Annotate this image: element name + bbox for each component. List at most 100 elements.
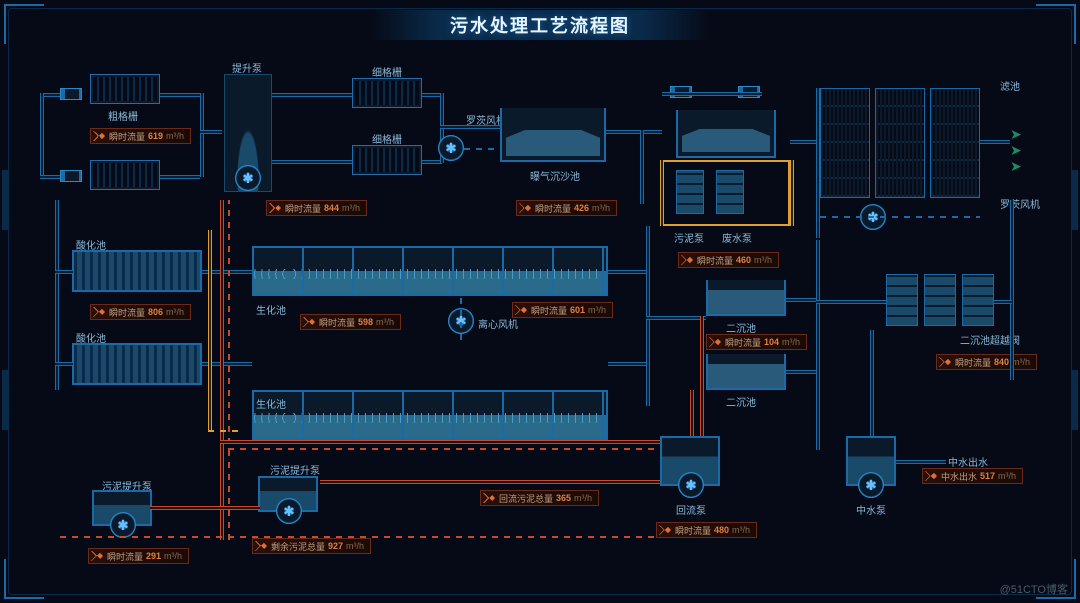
flow-label: 瞬时流量: [725, 336, 761, 349]
fine-screen-label: 细格栅: [372, 64, 402, 79]
bypass-module-2: [924, 274, 956, 326]
flow-badge-f8: 瞬时流量 104 m³/h: [706, 334, 807, 350]
flow-unit: m³/h: [166, 307, 184, 317]
watermark: @51CTO博客: [1000, 581, 1068, 597]
return-pump-label: 回流泵: [676, 502, 706, 517]
reclaimed-outlet-label: 中水出水: [948, 454, 988, 469]
flow-label: 中水出水: [941, 470, 977, 483]
flow-unit: m³/h: [782, 337, 800, 347]
flow-unit: m³/h: [1012, 357, 1030, 367]
flow-badge-f9: 瞬时流量 840 m³/h: [936, 354, 1037, 370]
fine-screen-label-2: 细格栅: [372, 131, 402, 146]
fan-icon: [276, 498, 302, 524]
flow-value: 426: [574, 203, 589, 213]
flow-label: 剩余污泥总量: [271, 540, 325, 553]
flow-label: 瞬时流量: [109, 130, 145, 143]
flow-label: 瞬时流量: [109, 306, 145, 319]
coarse-screen: [90, 74, 160, 104]
flow-value: 927: [328, 541, 343, 551]
flow-value: 598: [358, 317, 373, 327]
fan-icon: [110, 512, 136, 538]
fine-screen-2: [352, 145, 422, 175]
flow-unit: m³/h: [754, 255, 772, 265]
flow-unit: m³/h: [166, 131, 184, 141]
sludge-pump-label: 污泥泵: [674, 230, 704, 245]
roots-blower-fan-icon: [438, 135, 464, 161]
flow-value: 601: [570, 305, 585, 315]
diagram-canvas: 粗格栅 瞬时流量 619 m³/h 提升泵 细格栅 细格栅 瞬时流量 844 m…: [0, 0, 1080, 603]
flow-unit: m³/h: [574, 493, 592, 503]
fine-screen-1: [352, 78, 422, 108]
flow-unit: m³/h: [164, 551, 182, 561]
flow-badge-f1: 瞬时流量 619 m³/h: [90, 128, 191, 144]
flow-unit: m³/h: [588, 305, 606, 315]
centrifugal-fan-label: 离心风机: [478, 316, 518, 331]
bio-tank-label: 生化池: [256, 302, 286, 317]
flow-label: 回流污泥总量: [499, 492, 553, 505]
waste-pump-unit: [716, 170, 744, 214]
secondary-settling-2: [706, 354, 786, 390]
coarse-screen-2: [90, 160, 160, 190]
flow-badge-f3: 瞬时流量 426 m³/h: [516, 200, 617, 216]
filter-tank-3: [930, 88, 980, 198]
flow-label: 瞬时流量: [675, 524, 711, 537]
grit-tank-2: [676, 110, 776, 158]
flow-label: 瞬时流量: [535, 202, 571, 215]
flow-badge-f11: 瞬时流量 480 m³/h: [656, 522, 757, 538]
flow-unit: m³/h: [998, 471, 1016, 481]
acid-tank-1: [72, 250, 202, 292]
bio-tank-1: [252, 246, 608, 296]
flow-unit: m³/h: [732, 525, 750, 535]
flow-badge-f10: 回流污泥总量 365 m³/h: [480, 490, 599, 506]
flow-badge-f13: 瞬时流量 291 m³/h: [88, 548, 189, 564]
filter-tank-label: 滤池: [1000, 78, 1020, 93]
flow-label: 瞬时流量: [319, 316, 355, 329]
flow-value: 840: [994, 357, 1009, 367]
flow-unit: m³/h: [592, 203, 610, 213]
secondary-settling-label-2: 二沉池: [726, 394, 756, 409]
flow-badge-f5: 瞬时流量 806 m³/h: [90, 304, 191, 320]
fan-icon: [235, 165, 261, 191]
flow-badge-f12: 中水出水 517 m³/h: [922, 468, 1023, 484]
flow-value: 104: [764, 337, 779, 347]
acid-tank-2: [72, 343, 202, 385]
valve-icon: [60, 88, 82, 100]
reclaimed-pump-label: 中水泵: [856, 502, 886, 517]
flow-label: 瞬时流量: [531, 304, 567, 317]
flow-badge-f14: 剩余污泥总量 927 m³/h: [252, 538, 371, 554]
waste-pump-label: 废水泵: [722, 230, 752, 245]
filter-tank-1: [820, 88, 870, 198]
flow-badge-f7: 瞬时流量 601 m³/h: [512, 302, 613, 318]
flow-label: 瞬时流量: [107, 550, 143, 563]
flow-value: 480: [714, 525, 729, 535]
sludge-lift-pump-2-label: 污泥提升泵: [270, 462, 320, 477]
flow-value: 365: [556, 493, 571, 503]
flow-label: 瞬时流量: [697, 254, 733, 267]
flow-unit: m³/h: [346, 541, 364, 551]
flow-label: 瞬时流量: [955, 356, 991, 369]
flow-unit: m³/h: [342, 203, 360, 213]
outlet-arrows-icon: ➤➤➤: [1010, 128, 1022, 172]
flow-value: 806: [148, 307, 163, 317]
lift-pump-label: 提升泵: [232, 60, 262, 75]
flow-value: 517: [980, 471, 995, 481]
fan-icon: [678, 472, 704, 498]
sludge-pump-unit: [676, 170, 704, 214]
flow-badge-f2: 瞬时流量 844 m³/h: [266, 200, 367, 216]
flow-value: 844: [324, 203, 339, 213]
flow-unit: m³/h: [376, 317, 394, 327]
aerated-grit-label: 曝气沉沙池: [530, 168, 580, 183]
valve-icon: [60, 170, 82, 182]
flow-value: 291: [146, 551, 161, 561]
flow-badge-f6: 瞬时流量 598 m³/h: [300, 314, 401, 330]
filter-tank-2: [875, 88, 925, 198]
flow-badge-f4: 瞬时流量 460 m³/h: [678, 252, 779, 268]
secondary-settling-1: [706, 280, 786, 316]
bypass-module-3: [962, 274, 994, 326]
secondary-settling-label: 二沉池: [726, 320, 756, 335]
roots-blower-2-label: 罗茨风机: [1000, 196, 1040, 211]
coarse-screen-label: 粗格栅: [108, 108, 138, 123]
bio-tank-2: [252, 390, 608, 440]
aerated-grit-tank: [500, 108, 606, 162]
flow-value: 619: [148, 131, 163, 141]
